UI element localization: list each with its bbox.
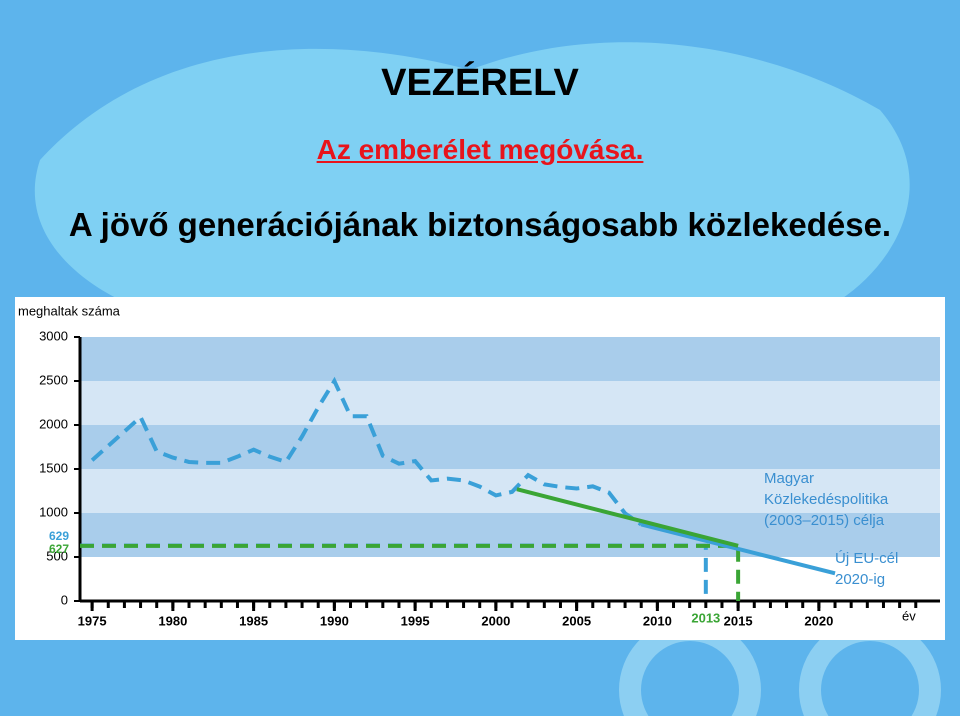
x-tick-label: 2020 — [804, 613, 833, 628]
x-tick-label: 2005 — [562, 613, 591, 628]
slide-heading: A jövő generációjának biztonságosabb köz… — [68, 206, 892, 243]
annotation: Közlekedéspolitika — [764, 491, 889, 508]
annotation: 2020-ig — [835, 571, 885, 588]
annotation: Magyar — [764, 470, 814, 487]
reference-label: 627 — [49, 542, 69, 556]
y-tick-label: 1500 — [39, 460, 68, 475]
bg-shape — [34, 42, 910, 300]
chart: meghaltak száma év 0 500 1000 1500 2000 2500 300… — [15, 297, 945, 640]
y-tick-label: 500 — [46, 548, 68, 563]
annotation: Új EU-cél — [835, 550, 898, 567]
x-tick-label: 2000 — [481, 613, 510, 628]
band — [80, 337, 940, 381]
bg-shape — [619, 619, 761, 716]
x-tick-label: 2015 — [724, 613, 753, 628]
bg-shape — [799, 619, 941, 716]
band — [80, 513, 940, 557]
y-tick-label: 0 — [61, 592, 68, 607]
x-tick-label: 1975 — [78, 613, 107, 628]
reference-label: 629 — [49, 529, 69, 543]
band — [80, 557, 940, 601]
x-tick-label: 1985 — [239, 613, 268, 628]
reference-line — [80, 543, 741, 601]
y-tick-label: 3000 — [39, 328, 68, 343]
band — [80, 381, 940, 425]
y-tick-label: 1000 — [39, 504, 68, 519]
band — [80, 425, 940, 469]
reference-year-label: 2013 — [691, 610, 720, 625]
series-line — [90, 376, 643, 527]
slide-subtitle: Az emberélet megóvása. — [316, 134, 644, 165]
x-tick-label: 1980 — [158, 613, 187, 628]
y-axis-label: meghaltak száma — [18, 303, 121, 318]
x-tick-label: 1990 — [320, 613, 349, 628]
series-line — [516, 487, 739, 548]
y-tick-label: 2000 — [39, 416, 68, 431]
x-tick-label: 1995 — [401, 613, 430, 628]
series-line — [640, 522, 836, 576]
y-tick-label: 2500 — [39, 372, 68, 387]
x-tick-label: 2010 — [643, 613, 672, 628]
x-axis-label: év — [902, 608, 916, 623]
annotation: (2003–2015) célja — [764, 512, 885, 529]
slide-title: VEZÉRELV — [381, 62, 579, 104]
